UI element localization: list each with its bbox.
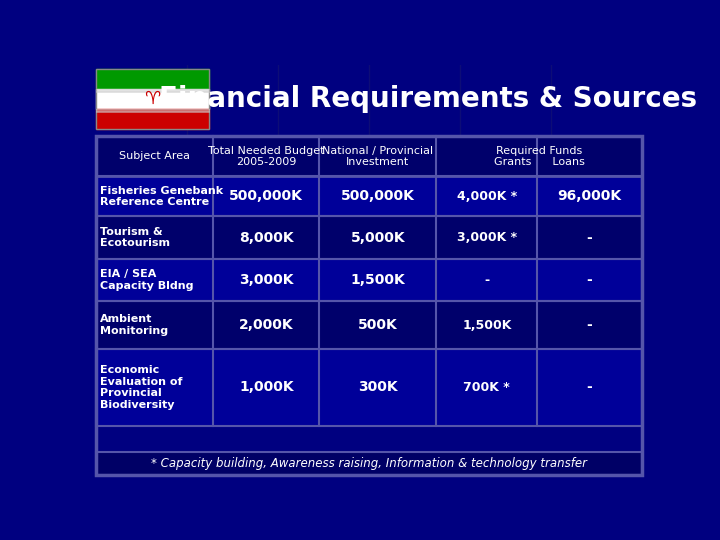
- Bar: [96, 259, 642, 301]
- Text: -: -: [485, 274, 490, 287]
- Bar: [96, 349, 642, 426]
- Text: -: -: [587, 318, 593, 332]
- Text: Required Funds
Grants      Loans: Required Funds Grants Loans: [494, 146, 585, 167]
- Bar: [96, 69, 209, 89]
- Text: Financial Requirements & Sources: Financial Requirements & Sources: [159, 85, 698, 113]
- Bar: [96, 452, 642, 475]
- Text: 8,000K: 8,000K: [239, 231, 294, 245]
- Text: 1,500K: 1,500K: [462, 319, 511, 332]
- Text: Total Needed Budget
2005-2009: Total Needed Budget 2005-2009: [208, 146, 325, 167]
- Text: 500,000K: 500,000K: [341, 190, 415, 204]
- Text: -: -: [587, 273, 593, 287]
- Text: 500,000K: 500,000K: [230, 190, 303, 204]
- Bar: [96, 217, 642, 259]
- Text: -: -: [587, 380, 593, 394]
- Bar: [96, 137, 642, 475]
- Bar: [96, 217, 642, 259]
- Bar: [96, 452, 642, 475]
- Bar: [96, 109, 209, 129]
- Text: Subject Area: Subject Area: [120, 151, 190, 161]
- Text: 96,000K: 96,000K: [557, 190, 621, 204]
- Text: 3,000K *: 3,000K *: [456, 231, 517, 244]
- Bar: [96, 177, 642, 217]
- Bar: [96, 89, 209, 109]
- Bar: [96, 301, 642, 349]
- Text: Ambient
Monitoring: Ambient Monitoring: [100, 314, 168, 336]
- Text: National / Provincial
Investment: National / Provincial Investment: [323, 146, 433, 167]
- Bar: [96, 301, 642, 349]
- Text: * Capacity building, Awareness raising, Information & technology transfer: * Capacity building, Awareness raising, …: [151, 457, 587, 470]
- Bar: [96, 259, 642, 301]
- Text: EIA / SEA
Capacity Bldng: EIA / SEA Capacity Bldng: [100, 269, 194, 291]
- Text: -: -: [587, 231, 593, 245]
- Bar: [96, 349, 642, 426]
- Text: 500K: 500K: [358, 318, 397, 332]
- Text: Economic
Evaluation of
Provincial
Biodiversity: Economic Evaluation of Provincial Biodiv…: [100, 365, 183, 410]
- Bar: [96, 137, 642, 177]
- Bar: [96, 137, 642, 177]
- Text: 300K: 300K: [358, 380, 397, 394]
- Text: ♈: ♈: [144, 90, 161, 107]
- Text: Fisheries Genebank
Reference Centre: Fisheries Genebank Reference Centre: [100, 186, 223, 207]
- Text: 700K *: 700K *: [464, 381, 510, 394]
- Text: 5,000K: 5,000K: [351, 231, 405, 245]
- Text: 4,000K *: 4,000K *: [456, 190, 517, 203]
- Bar: [96, 177, 642, 217]
- Text: 1,500K: 1,500K: [351, 273, 405, 287]
- Text: 3,000K: 3,000K: [239, 273, 294, 287]
- Bar: [96, 69, 209, 129]
- Text: Tourism &
Ecotourism: Tourism & Ecotourism: [100, 227, 170, 248]
- Text: 1,000K: 1,000K: [239, 380, 294, 394]
- Text: 2,000K: 2,000K: [239, 318, 294, 332]
